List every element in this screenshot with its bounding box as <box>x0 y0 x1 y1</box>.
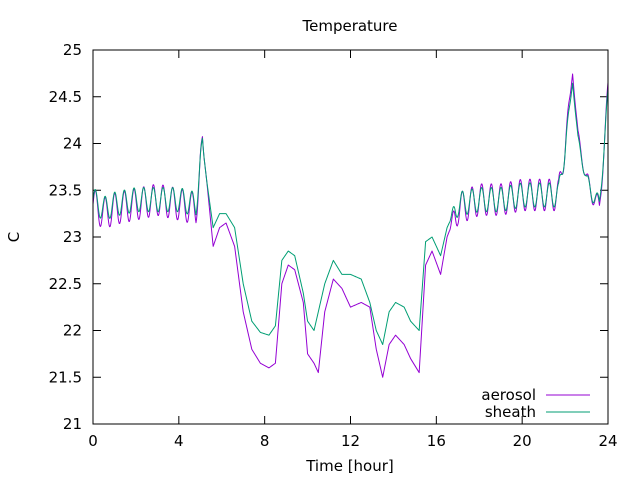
plot-frame <box>92 49 609 425</box>
x-tick-label: 20 <box>513 432 532 450</box>
x-axis-label: Time [hour] <box>305 457 394 475</box>
series-layer <box>92 73 609 378</box>
y-tick-label: 24 <box>63 135 82 153</box>
y-tick-label: 23.5 <box>49 181 82 199</box>
y-tick-label: 21.5 <box>49 368 82 386</box>
y-axis-ticks: 21 21.5 22 22.5 23 23.5 24 24.5 25 <box>49 41 608 433</box>
y-tick-label: 25 <box>63 41 82 59</box>
y-tick-label: 24.5 <box>49 88 82 106</box>
y-axis-label: C <box>5 232 23 242</box>
y-tick-label: 22.5 <box>49 275 82 293</box>
x-tick-label: 12 <box>341 432 360 450</box>
x-tick-label: 8 <box>260 432 270 450</box>
x-tick-label: 0 <box>88 432 98 450</box>
legend: aerosol sheath <box>481 386 590 421</box>
series-line-sheath <box>92 82 609 346</box>
y-tick-label: 22 <box>63 322 82 340</box>
y-tick-label: 23 <box>63 228 82 246</box>
chart-title: Temperature <box>301 17 397 35</box>
x-axis-ticks: 0 4 8 12 16 20 24 <box>88 50 618 450</box>
x-tick-label: 16 <box>427 432 446 450</box>
y-tick-label: 21 <box>63 415 82 433</box>
x-tick-label: 24 <box>598 432 617 450</box>
legend-label-sheath: sheath <box>485 403 536 421</box>
legend-label-aerosol: aerosol <box>481 386 536 404</box>
x-tick-label: 4 <box>174 432 184 450</box>
